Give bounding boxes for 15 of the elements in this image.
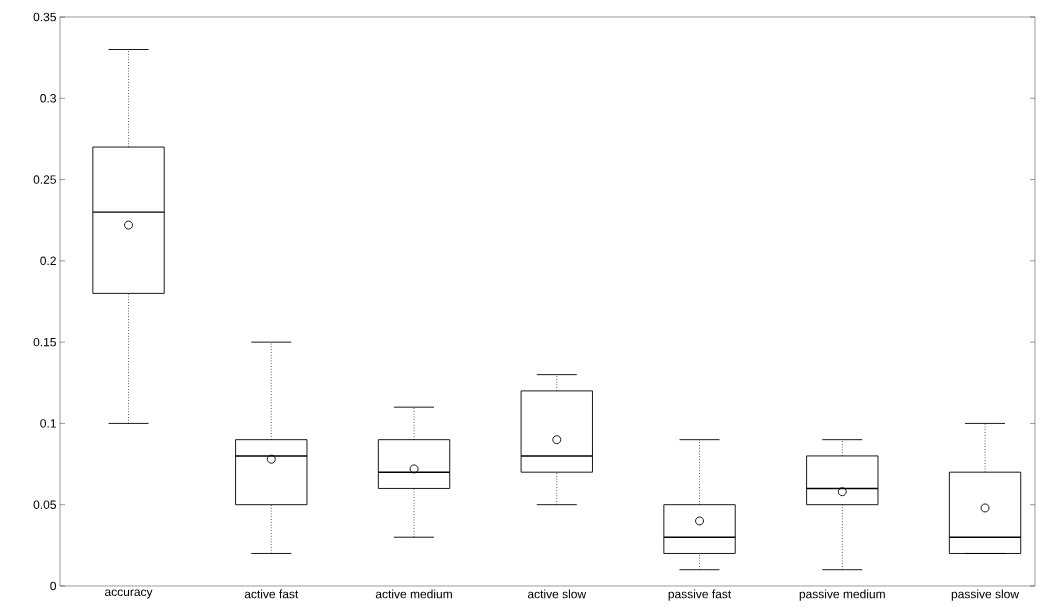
x-tick-label: passive fast: [668, 589, 732, 601]
x-tick-label: passive medium: [799, 589, 885, 601]
x-tick-label: active slow: [527, 589, 587, 599]
y-tick-label: 0.25: [33, 175, 56, 184]
y-tick-label: 0.3: [40, 94, 56, 103]
x-tick-label: accuracy: [105, 589, 153, 599]
x-tick-label: passive slow: [951, 589, 1020, 601]
x-tick-label: active medium: [375, 589, 452, 599]
y-tick-label: 0.05: [33, 500, 56, 509]
y-tick-label: 0.2: [40, 256, 56, 266]
y-tick-label: 0.1: [40, 419, 56, 428]
y-tick-label: 0: [50, 581, 57, 591]
y-tick-label: 0.15: [33, 337, 56, 347]
y-tick-label: 0.35: [33, 12, 56, 22]
x-tick-label: active fast: [244, 589, 299, 599]
